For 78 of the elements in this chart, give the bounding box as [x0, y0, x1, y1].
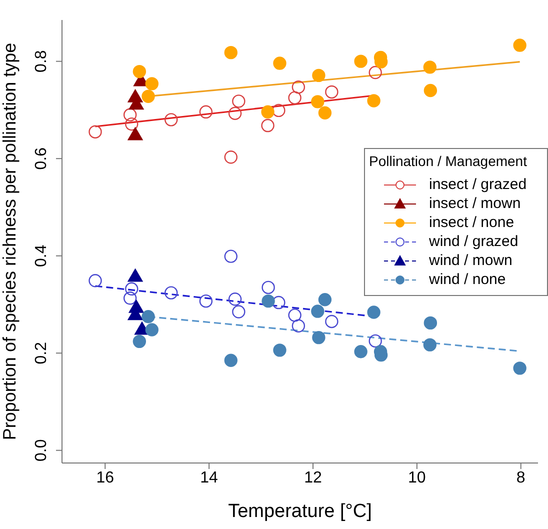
point	[128, 268, 143, 282]
x-tick-label: 14	[200, 469, 218, 486]
point	[311, 304, 324, 318]
x-tick-label: 12	[304, 469, 322, 486]
legend-title: Pollination / Management	[369, 153, 528, 169]
point	[513, 38, 526, 52]
point	[288, 308, 302, 322]
legend-label: wind / mown	[429, 252, 512, 269]
point	[367, 94, 380, 108]
point	[272, 296, 286, 310]
point	[88, 125, 102, 138]
point	[368, 66, 382, 80]
point	[423, 338, 437, 352]
point	[354, 345, 368, 358]
y-tick-label: 0.0	[33, 439, 50, 462]
point	[134, 322, 150, 335]
legend-label: wind / none	[429, 271, 506, 288]
point	[272, 104, 286, 118]
point	[228, 292, 242, 306]
point	[325, 85, 338, 99]
x-tick-label: 10	[408, 469, 426, 486]
point	[367, 306, 380, 319]
point	[224, 250, 238, 263]
y-tick-label: 0.6	[33, 147, 50, 170]
y-tick-label: 0.4	[33, 244, 50, 267]
legend-label: insect / none	[429, 214, 514, 231]
point	[292, 80, 306, 94]
point	[132, 334, 146, 348]
point	[354, 54, 368, 68]
point	[311, 95, 324, 108]
point	[228, 106, 242, 120]
point	[368, 334, 382, 348]
y-tick-label: 0.2	[33, 342, 50, 364]
legend-label: insect / mown	[429, 195, 521, 212]
point	[423, 60, 437, 74]
point	[132, 64, 146, 78]
point	[125, 282, 138, 296]
point	[145, 323, 158, 336]
point	[292, 319, 306, 332]
point	[145, 77, 158, 90]
point	[224, 354, 238, 367]
point	[164, 113, 178, 126]
x-tick-label: 8	[516, 469, 526, 486]
point	[224, 150, 238, 164]
point	[224, 46, 238, 60]
point	[128, 127, 143, 140]
point	[273, 344, 286, 357]
point	[325, 314, 338, 328]
point	[424, 316, 438, 330]
point	[199, 294, 213, 308]
x-axis-title: Temperature [°C]	[228, 501, 372, 522]
point	[312, 68, 326, 82]
x-tick-label: 16	[96, 469, 114, 486]
point	[513, 362, 526, 375]
point	[318, 106, 332, 120]
point	[88, 274, 102, 288]
point	[125, 117, 138, 131]
legend-label: insect / grazed	[429, 176, 527, 193]
point	[273, 56, 286, 70]
point	[262, 280, 275, 294]
point	[288, 91, 302, 104]
y-tick-label: 0.8	[33, 50, 50, 72]
point	[199, 105, 213, 119]
point	[261, 118, 274, 132]
point	[123, 292, 137, 305]
point	[123, 108, 137, 122]
legend-label: wind / grazed	[429, 233, 518, 250]
point	[262, 294, 275, 308]
point	[318, 293, 332, 306]
point	[232, 305, 246, 318]
point	[232, 94, 246, 108]
point	[142, 90, 155, 103]
point	[261, 105, 274, 119]
point	[312, 330, 326, 344]
y-axis-title: Proportion of species richness per pollination type	[0, 42, 20, 440]
point	[424, 84, 438, 98]
point	[142, 310, 155, 324]
point	[164, 286, 178, 300]
